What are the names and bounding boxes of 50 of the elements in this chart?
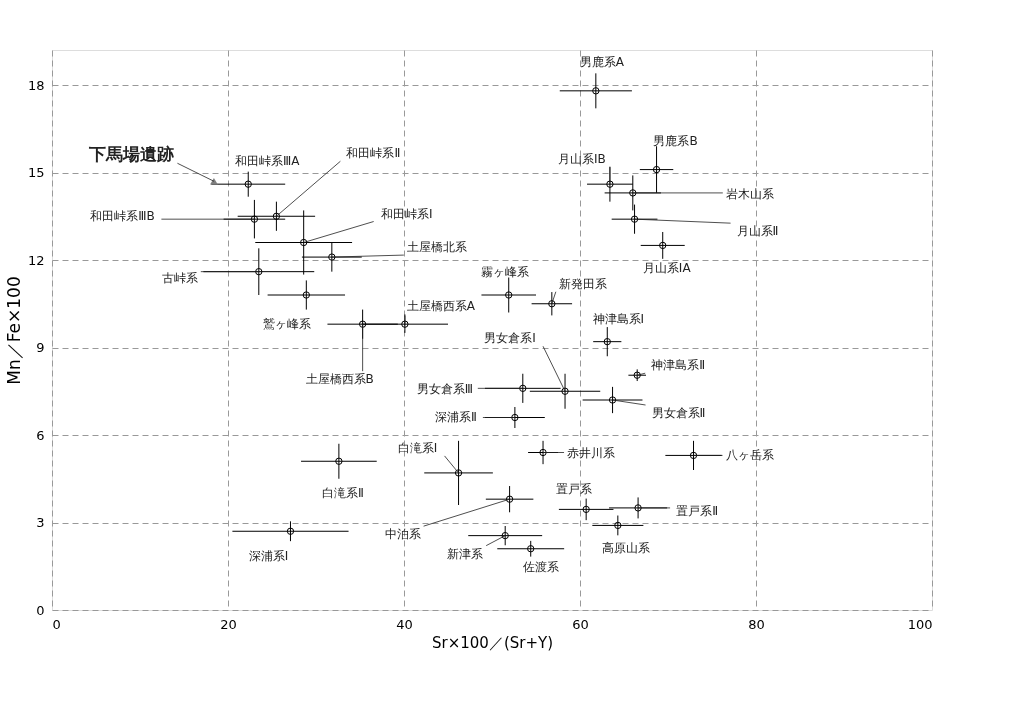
annotation: 霧ヶ峰系	[480, 265, 529, 279]
annotation: 中泊系	[384, 527, 421, 542]
annotation: 土屋橋西系B	[305, 372, 374, 387]
annotation: 白滝系Ⅱ	[321, 486, 364, 501]
annotation: 月山系ⅠA	[642, 261, 692, 276]
annotation: 深浦系Ⅱ	[434, 409, 477, 424]
x-axis-title: Sr×100／(Sr+Y)	[431, 633, 554, 652]
annotation: 下馬場遺跡	[88, 144, 175, 165]
annotation: 男鹿系B	[653, 133, 698, 148]
annotation: 和田峠系Ⅰ	[380, 206, 433, 221]
y-tick-label: 6	[36, 427, 45, 443]
annotation: 月山系Ⅱ	[736, 224, 779, 239]
x-tick-label: 80	[748, 616, 765, 632]
y-tick-label: 18	[27, 77, 45, 93]
x-tick-label: 20	[220, 616, 237, 632]
annotation: 深浦系Ⅰ	[248, 549, 289, 564]
annotation: 八ヶ岳系	[725, 448, 774, 463]
annotation: 神津島系Ⅱ	[651, 358, 706, 373]
annotation: 新発田系	[558, 276, 607, 291]
annotation: 古峠系	[161, 270, 198, 285]
x-tick-label: 60	[572, 616, 589, 632]
annotation: 月山系ⅠB	[558, 152, 606, 167]
annotation: 佐渡系	[522, 559, 559, 574]
annotation: 男鹿系A	[579, 54, 625, 69]
y-axis-title: Mn／Fe×100	[3, 276, 24, 385]
annotation: 土屋橋北系	[406, 240, 467, 255]
annotation: 男女倉系Ⅲ	[416, 382, 473, 397]
y-tick-label: 3	[36, 515, 45, 530]
annotation: 和田峠系Ⅱ	[346, 146, 401, 161]
y-tick-label: 9	[36, 340, 45, 355]
y-tick-label: 0	[36, 602, 45, 618]
annotation: 土屋橋西系A	[406, 299, 476, 314]
annotation: 高原山系	[601, 541, 650, 556]
annotation: 置戸系Ⅱ	[676, 503, 719, 518]
annotation: 和田峠系ⅢB	[90, 209, 155, 224]
annotation: 置戸系	[556, 482, 593, 497]
annotation: 赤井川系	[567, 445, 616, 460]
annotation: 鷲ヶ峰系	[263, 317, 312, 331]
annotation: 岩木山系	[725, 186, 774, 201]
annotation: 神津島系Ⅰ	[592, 311, 645, 326]
annotation: 男女倉系Ⅰ	[484, 331, 536, 346]
y-tick-label: 15	[27, 165, 45, 180]
annotation: 新津系	[447, 546, 484, 561]
y-tick-label: 12	[27, 252, 45, 268]
annotation: 白滝系Ⅰ	[397, 440, 438, 455]
annotation: 和田峠系ⅢA	[235, 154, 301, 169]
x-tick-label: 100	[907, 616, 933, 632]
annotation: 男女倉系Ⅱ	[651, 406, 706, 420]
x-tick-label: 40	[396, 616, 413, 632]
x-tick-label: 0	[52, 616, 61, 632]
